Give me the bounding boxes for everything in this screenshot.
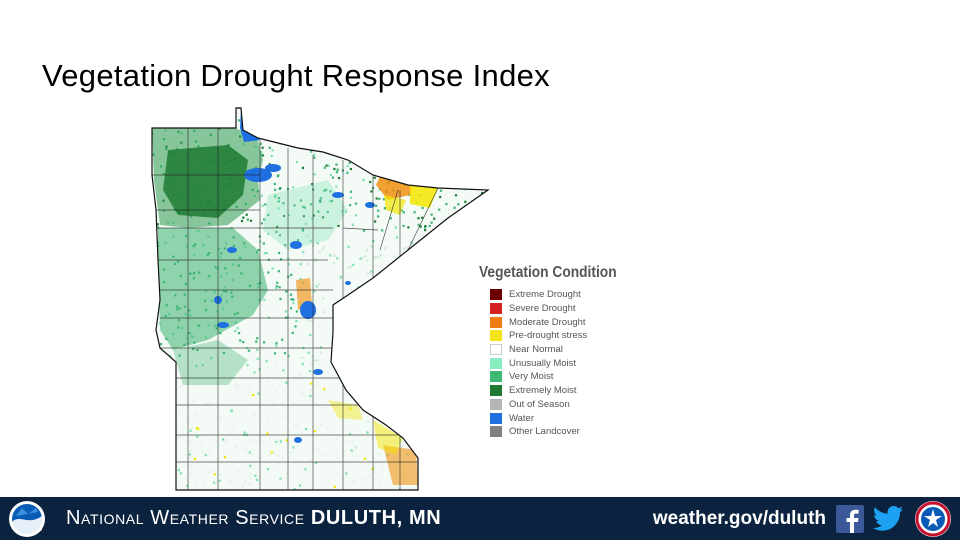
legend-swatch: [490, 398, 502, 410]
footer-banner: National Weather Service Duluth, MN weat…: [0, 497, 960, 540]
legend-label: Extremely Moist: [509, 385, 577, 397]
footer-org-name: National Weather Service: [66, 507, 305, 529]
legend-swatch: [490, 426, 502, 438]
legend-title: Vegetation Condition: [479, 264, 617, 281]
legend-label: Near Normal: [509, 344, 563, 356]
map-legend: Vegetation Condition Extreme Drought Seve…: [479, 264, 639, 439]
nws-logo: [915, 500, 951, 537]
legend-item: Unusually Moist: [490, 356, 639, 370]
legend-swatch: [490, 289, 502, 301]
legend-item: Severe Drought: [490, 302, 639, 316]
legend-item: Extreme Drought: [490, 288, 639, 302]
facebook-icon[interactable]: [836, 504, 864, 533]
legend-swatch: [490, 316, 502, 328]
legend-label: Extreme Drought: [509, 289, 581, 301]
legend-swatch: [490, 412, 502, 424]
legend-swatch: [490, 330, 502, 342]
legend-swatch: [490, 357, 502, 369]
twitter-icon[interactable]: [872, 505, 904, 533]
legend-label: Severe Drought: [509, 303, 576, 315]
noaa-logo: [9, 500, 45, 537]
legend-item: Out of Season: [490, 398, 639, 412]
legend-item: Near Normal: [490, 343, 639, 357]
legend-swatch: [490, 385, 502, 397]
legend-label: Very Moist: [509, 371, 554, 383]
legend-item: Other Landcover: [490, 425, 639, 439]
footer-office: Duluth, MN: [310, 507, 442, 529]
legend-item: Very Moist: [490, 370, 639, 384]
legend-label: Out of Season: [509, 398, 570, 410]
legend-item: Pre-drought stress: [490, 329, 639, 343]
legend-swatch: [490, 371, 502, 383]
legend-item: Water: [490, 411, 639, 425]
legend-item: Moderate Drought: [490, 315, 639, 329]
footer-url-link[interactable]: weather.gov/duluth: [652, 507, 826, 529]
legend-label: Water: [509, 412, 534, 424]
minnesota-vdri-map: [148, 100, 493, 495]
legend-swatch: [490, 344, 502, 356]
legend-item: Extremely Moist: [490, 384, 639, 398]
legend-label: Other Landcover: [509, 426, 580, 438]
legend-label: Unusually Moist: [509, 357, 577, 369]
legend-label: Pre-drought stress: [509, 330, 588, 342]
legend-label: Moderate Drought: [509, 316, 586, 328]
legend-swatch: [490, 303, 502, 315]
slide-title: Vegetation Drought Response Index: [42, 58, 550, 93]
